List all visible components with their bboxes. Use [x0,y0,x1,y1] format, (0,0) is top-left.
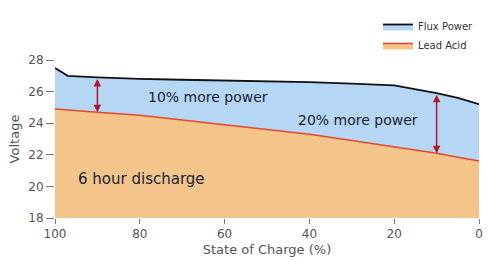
svg-text:26: 26 [28,85,43,99]
svg-text:20% more power: 20% more power [298,112,418,128]
svg-text:100: 100 [44,227,67,241]
svg-text:28: 28 [28,53,43,67]
svg-text:40: 40 [302,227,317,241]
svg-text:20: 20 [28,180,43,194]
svg-text:Voltage: Voltage [7,115,22,164]
svg-text:Flux Power: Flux Power [418,21,473,32]
svg-text:Lead Acid: Lead Acid [418,40,467,51]
svg-text:6 hour discharge: 6 hour discharge [78,170,205,188]
svg-text:10% more power: 10% more power [148,89,268,105]
svg-text:22: 22 [28,148,43,162]
svg-text:State of Charge (%): State of Charge (%) [203,242,331,257]
svg-text:60: 60 [217,227,232,241]
svg-text:18: 18 [28,211,43,225]
svg-text:20: 20 [387,227,402,241]
svg-text:24: 24 [28,116,43,130]
svg-text:80: 80 [132,227,147,241]
svg-text:0: 0 [475,227,483,241]
